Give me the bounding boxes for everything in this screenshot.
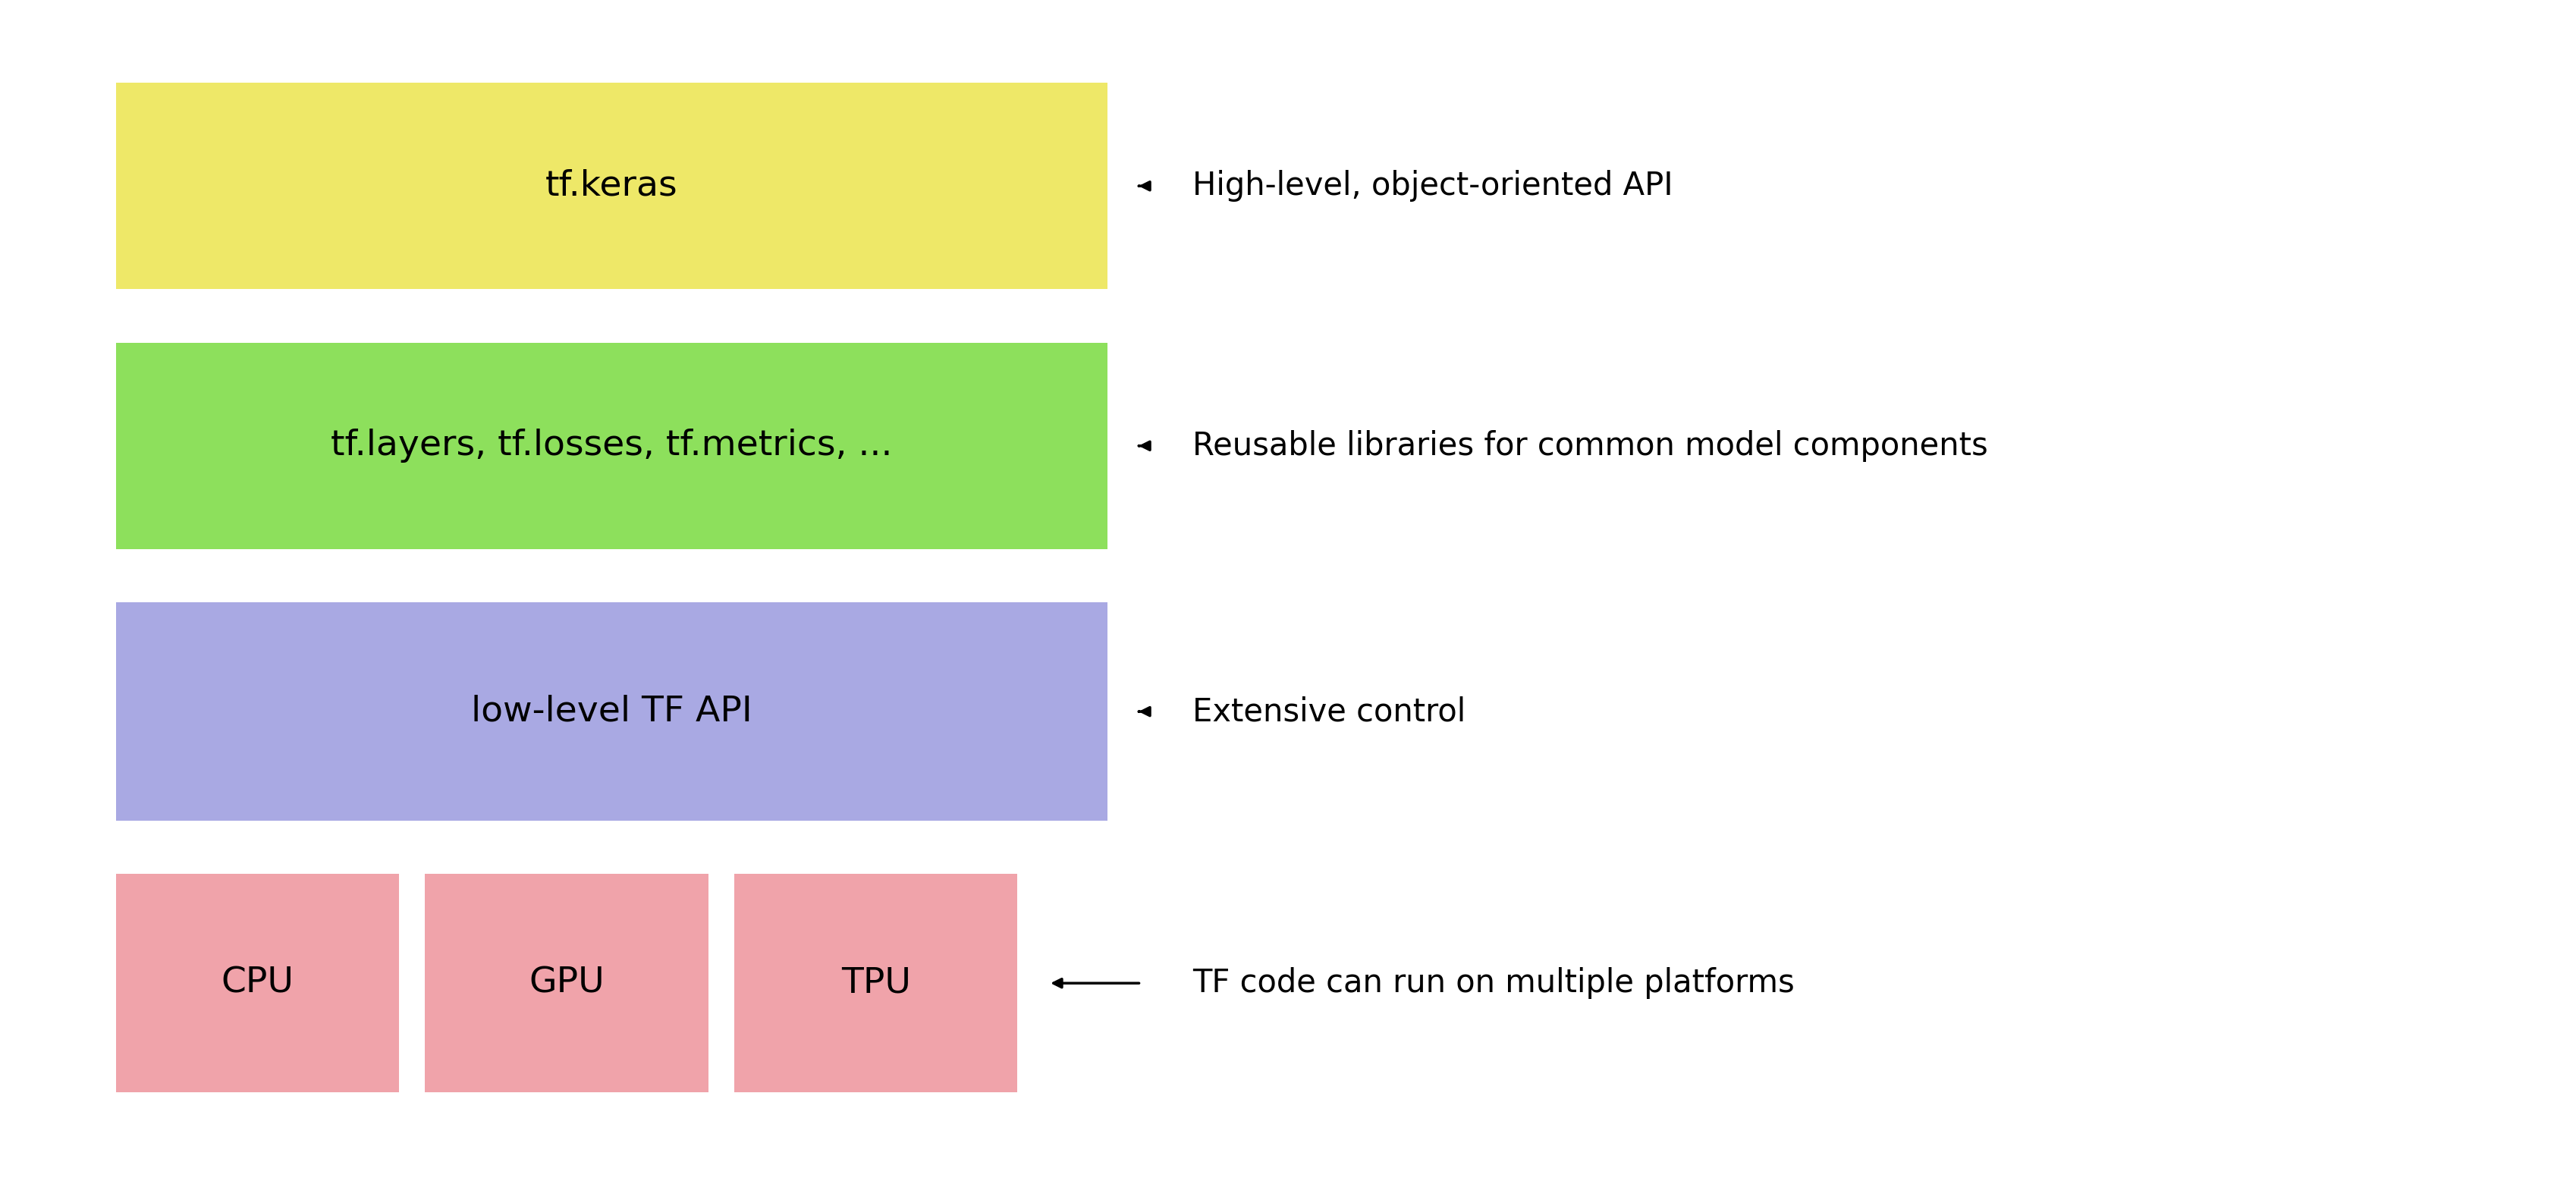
FancyBboxPatch shape (425, 874, 708, 1092)
FancyBboxPatch shape (734, 874, 1018, 1092)
Text: TPU: TPU (840, 966, 912, 1000)
Text: GPU: GPU (528, 966, 605, 1000)
FancyBboxPatch shape (116, 602, 1108, 821)
Text: CPU: CPU (222, 966, 294, 1000)
Text: tf.keras: tf.keras (546, 169, 677, 203)
Text: TF code can run on multiple platforms: TF code can run on multiple platforms (1193, 967, 1795, 999)
Text: Extensive control: Extensive control (1193, 696, 1466, 727)
Text: Reusable libraries for common model components: Reusable libraries for common model comp… (1193, 430, 1989, 462)
Text: low-level TF API: low-level TF API (471, 694, 752, 729)
FancyBboxPatch shape (116, 83, 1108, 289)
FancyBboxPatch shape (116, 342, 1108, 549)
Text: tf.layers, tf.losses, tf.metrics, ...: tf.layers, tf.losses, tf.metrics, ... (330, 429, 894, 463)
Text: High-level, object-oriented API: High-level, object-oriented API (1193, 170, 1674, 202)
FancyBboxPatch shape (116, 874, 399, 1092)
